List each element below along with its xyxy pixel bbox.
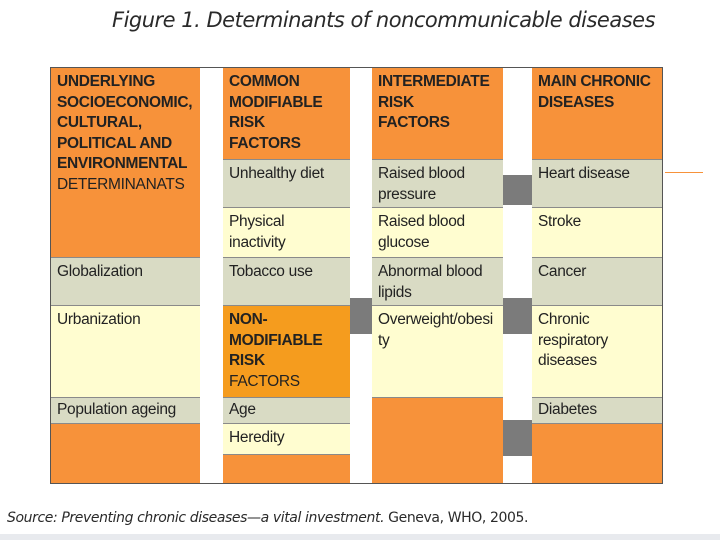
chronic-item-heart: Heart disease: [532, 160, 662, 208]
connector-modifiable-intermediate: [350, 298, 372, 334]
underlying-header-line: DETERMINANATS: [57, 175, 185, 193]
chronic-footer-block: [532, 424, 662, 483]
modifiable-item-diet: Unhealthy diet: [223, 160, 350, 208]
chronic-header: MAIN CHRONIC DISEASES: [532, 68, 662, 160]
chronic-item-diabetes: Diabetes: [532, 398, 662, 424]
underlying-item-globalization: Globalization: [51, 258, 200, 306]
underlying-header: UNDERLYING SOCIOECONOMIC, CULTURAL, POLI…: [51, 68, 200, 258]
decorative-rule: [665, 172, 703, 173]
modifiable-header-line: RISK: [229, 114, 265, 131]
underlying-header-line: SOCIOECONOMIC,: [57, 93, 193, 111]
connector-intermediate-chronic-2: [503, 298, 532, 334]
intermediate-header-line: RISK: [378, 93, 414, 111]
non-modifiable-header-line: FACTORS: [229, 372, 300, 390]
underlying-header-line: POLITICAL AND: [57, 134, 172, 152]
underlying-header-line: ENVIRONMENTAL: [57, 155, 188, 172]
intermediate-header-line: INTERMEDIATE: [378, 73, 490, 90]
intermediate-footer-block: [372, 398, 503, 483]
chronic-header-line: MAIN CHRONIC: [538, 73, 651, 90]
non-modifiable-header-line: RISK: [229, 352, 265, 369]
chronic-item-cancer: Cancer: [532, 258, 662, 306]
chronic-item-stroke: Stroke: [532, 208, 662, 258]
modifiable-header-line: FACTORS: [229, 134, 301, 152]
modifiable-header-line: MODIFIABLE: [229, 93, 323, 111]
non-modifiable-header-line: NON-: [229, 311, 268, 328]
modifiable-item-tobacco: Tobacco use: [223, 258, 350, 306]
underlying-item-ageing: Population ageing: [51, 398, 200, 424]
non-modifiable-item-heredity: Heredity: [223, 424, 350, 455]
underlying-footer-block: [51, 424, 200, 483]
intermediate-header: INTERMEDIATE RISK FACTORS: [372, 68, 503, 160]
intermediate-item-blood-glucose: Raised blood glucose: [372, 208, 503, 258]
source-citation: Source: Preventing chronic diseases—a vi…: [7, 510, 528, 526]
chronic-item-respiratory: Chronic respiratory diseases: [532, 306, 662, 398]
modifiable-footer-block: [223, 455, 350, 483]
bottom-bar: [0, 534, 720, 540]
underlying-header-line: UNDERLYING: [57, 73, 156, 90]
intermediate-item-lipids: Abnormal blood lipids: [372, 258, 503, 306]
connector-intermediate-chronic-1: [503, 175, 532, 205]
non-modifiable-item-age: Age: [223, 398, 350, 424]
chronic-header-line: DISEASES: [538, 93, 614, 111]
non-modifiable-header: NON- MODIFIABLE RISK FACTORS: [223, 306, 350, 398]
connector-intermediate-chronic-3: [503, 420, 532, 456]
intermediate-item-blood-pressure: Raised blood pressure: [372, 160, 503, 208]
underlying-header-line: CULTURAL,: [57, 114, 142, 131]
source-italic: Source: Preventing chronic diseases—a vi…: [7, 510, 385, 526]
source-plain: Geneva, WHO, 2005.: [384, 510, 529, 526]
modifiable-header-line: COMMON: [229, 73, 300, 90]
underlying-item-urbanization: Urbanization: [51, 306, 200, 398]
modifiable-item-inactivity: Physical inactivity: [223, 208, 350, 258]
non-modifiable-header-line: MODIFIABLE: [229, 331, 323, 349]
intermediate-header-line: FACTORS: [378, 114, 450, 131]
figure-title: Figure 1. Determinants of noncommunicabl…: [112, 8, 656, 32]
modifiable-header: COMMON MODIFIABLE RISK FACTORS: [223, 68, 350, 160]
intermediate-item-overweight: Overweight/obesi ty: [372, 306, 503, 398]
